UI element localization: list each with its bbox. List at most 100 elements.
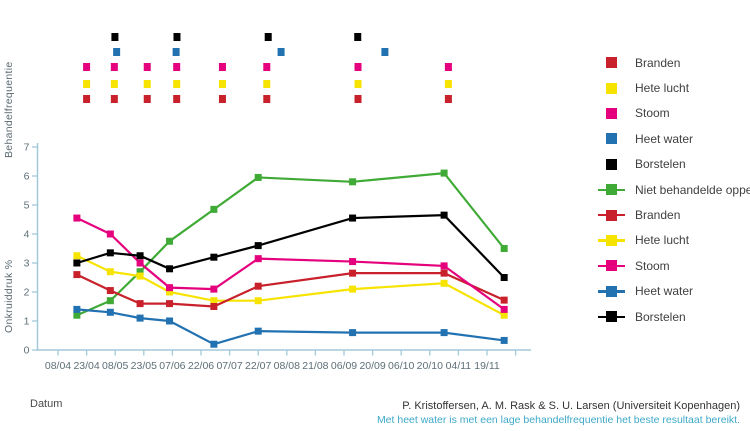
series-point-stoom	[440, 262, 448, 270]
treatment-marker-heet_water	[381, 48, 389, 56]
series-point-niet_behandeld	[500, 245, 508, 252]
x-tick-label: 06/09	[331, 360, 357, 372]
legend-label: Hete lucht	[635, 81, 690, 96]
legend-square-icon	[598, 133, 625, 145]
legend-line-marker-icon	[598, 311, 625, 323]
legend-item-4-borstelen: Borstelen	[598, 152, 748, 177]
series-point-niet_behandeld	[106, 297, 114, 305]
treatment-marker-branden	[444, 95, 452, 103]
series-point-heet_water	[73, 305, 81, 313]
series-point-heet_water	[210, 340, 218, 348]
treatment-marker-hete_lucht	[110, 80, 118, 88]
treatment-marker-stoom	[83, 63, 91, 71]
legend-item-10-borstelen: Borstelen	[598, 304, 748, 329]
treatment-marker-stoom	[263, 63, 271, 71]
legend-label: Branden	[635, 55, 681, 70]
series-point-hete_lucht	[500, 311, 508, 319]
legend-item-0-branden: Branden	[598, 50, 748, 75]
series-point-branden	[106, 287, 114, 295]
x-tick-label: 20/09	[359, 360, 385, 372]
series-point-stoom	[254, 255, 262, 263]
series-point-heet_water	[136, 314, 144, 322]
series-point-borstelen	[106, 249, 114, 257]
treatment-marker-hete_lucht	[354, 80, 362, 88]
x-tick-label: 07/06	[159, 360, 185, 372]
legend-label: Hete lucht	[635, 233, 690, 248]
y-tick-label: 0	[24, 345, 30, 357]
series-point-branden	[254, 282, 262, 290]
series-point-niet_behandeld	[166, 237, 174, 245]
legend-item-3-heet_water: Heet water	[598, 126, 748, 151]
y-tick-label: 4	[24, 229, 30, 241]
legend-item-2-stoom: Stoom	[598, 101, 748, 126]
series-point-branden	[500, 296, 508, 304]
series-point-branden	[440, 269, 448, 277]
x-tick-label: 04/11	[446, 360, 472, 372]
legend-item-7-hete_lucht: Hete lucht	[598, 228, 748, 253]
series-point-hete_lucht	[440, 279, 448, 287]
caption-text: Met heet water is met een lage behandelf…	[376, 414, 740, 426]
series-point-branden	[136, 300, 144, 308]
legend-square	[606, 260, 617, 272]
series-point-borstelen	[349, 214, 357, 222]
legend-square	[606, 57, 617, 69]
legend-square	[606, 158, 617, 170]
series-line-borstelen	[76, 214, 505, 279]
treatment-marker-hete_lucht	[218, 80, 226, 88]
y-tick-label: 2	[24, 287, 30, 299]
legend-label: Stoom	[635, 258, 670, 273]
treatment-marker-borstelen	[264, 33, 272, 41]
series-point-borstelen	[166, 265, 174, 273]
treatment-marker-borstelen	[173, 33, 181, 41]
legend-square	[606, 82, 617, 94]
legend-label: Niet behandelde oppervlakte	[635, 182, 750, 197]
series-point-stoom	[136, 259, 144, 267]
treatment-marker-stoom	[444, 63, 452, 71]
series-point-heet_water	[500, 336, 508, 344]
series-point-hete_lucht	[106, 268, 114, 276]
legend-line-marker-icon	[598, 184, 625, 196]
series-point-branden	[166, 300, 174, 308]
y-tick-label: 7	[24, 142, 30, 154]
series-point-hete_lucht	[210, 297, 218, 305]
legend-square	[606, 285, 617, 297]
series-point-hete_lucht	[254, 297, 262, 305]
series-point-heet_water	[106, 308, 114, 316]
x-tick-label: 08/08	[274, 360, 300, 372]
treatment-marker-hete_lucht	[143, 80, 151, 88]
x-tick-label: 20/10	[417, 360, 443, 372]
legend-label: Borstelen	[635, 157, 686, 172]
legend-label: Heet water	[635, 284, 694, 299]
x-tick-label: 22/06	[188, 360, 214, 372]
y-tick-label: 3	[24, 258, 30, 270]
legend-line-marker-icon	[598, 234, 625, 246]
treatment-marker-borstelen	[111, 33, 119, 41]
series-point-stoom	[210, 285, 218, 293]
series-point-borstelen	[210, 253, 218, 261]
series-point-niet_behandeld	[254, 173, 262, 181]
treatment-marker-branden	[110, 95, 118, 103]
series-point-hete_lucht	[349, 285, 357, 293]
legend-item-9-heet_water: Heet water	[598, 279, 748, 304]
x-tick-label: 23/05	[131, 360, 157, 372]
treatment-marker-borstelen	[354, 33, 362, 41]
treatment-marker-stoom	[354, 63, 362, 71]
legend-square	[606, 133, 617, 145]
series-line-niet_behandeld	[76, 171, 506, 317]
series-point-heet_water	[349, 329, 357, 337]
series-point-branden	[73, 271, 81, 279]
series-point-borstelen	[254, 242, 262, 250]
treatment-marker-hete_lucht	[263, 80, 271, 88]
treatment-marker-branden	[354, 95, 362, 103]
series-point-branden	[210, 303, 218, 310]
treatment-marker-branden	[83, 95, 91, 103]
legend-item-5-niet_behandeld: Niet behandelde oppervlakte	[598, 177, 750, 202]
series-point-stoom	[500, 305, 508, 313]
treatment-marker-heet_water	[172, 48, 180, 56]
series-point-borstelen	[440, 211, 448, 219]
series-point-niet_behandeld	[73, 311, 81, 319]
x-tick-label: 08/05	[102, 360, 128, 372]
legend-square-icon	[598, 107, 625, 119]
treatment-marker-hete_lucht	[173, 80, 181, 88]
